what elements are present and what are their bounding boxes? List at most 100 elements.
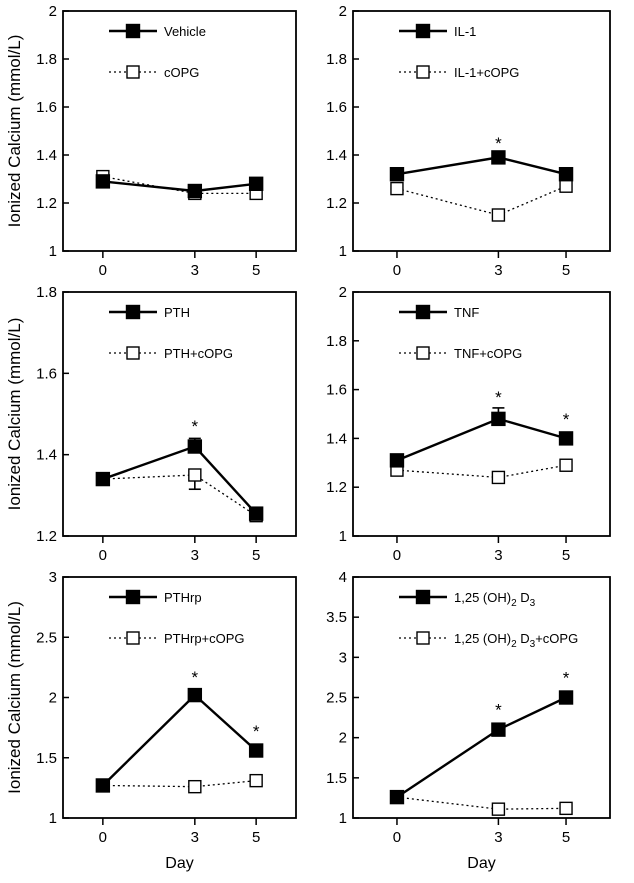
- filled-square-marker: [558, 431, 574, 446]
- series-line: [102, 445, 258, 515]
- x-tick-label: 3: [191, 547, 199, 564]
- filled-square-marker: [389, 789, 405, 805]
- legend-label: IL-1+cOPG: [454, 65, 519, 80]
- significance-star: *: [192, 417, 199, 436]
- significance-star: *: [563, 410, 570, 429]
- x-tick-label: 5: [252, 547, 260, 564]
- legend-entry: TNF+cOPG: [399, 346, 522, 361]
- y-tick-label: 1: [49, 243, 57, 260]
- y-tick-label: 1.6: [326, 99, 347, 116]
- y-tick-label: 1.8: [326, 333, 347, 350]
- filled-square-marker: [415, 23, 431, 39]
- x-tick-label: 0: [393, 547, 401, 564]
- plot-frame: [62, 10, 297, 252]
- y-tick-label: 1.4: [36, 147, 57, 164]
- series-treatment: [95, 687, 264, 793]
- series-copg: [390, 458, 573, 485]
- series-line: [102, 175, 257, 195]
- open-square-marker: [416, 346, 430, 360]
- open-square-marker: [559, 179, 573, 193]
- y-tick-label: 3.5: [326, 609, 347, 626]
- series-treatment: [389, 407, 574, 468]
- open-square-marker: [126, 65, 140, 79]
- series-line: [102, 693, 257, 787]
- filled-square-marker: [491, 411, 506, 427]
- x-tick-label: 3: [494, 262, 502, 279]
- y-tick-label: 1.6: [326, 382, 347, 399]
- legend-label: TNF+cOPG: [454, 346, 522, 361]
- x-axis-label: Day: [467, 855, 495, 872]
- y-tick-label: 2: [49, 3, 57, 20]
- x-tick-label: 0: [393, 829, 401, 846]
- legend-label: TNF: [454, 305, 479, 320]
- y-tick-label: 1.8: [326, 51, 347, 68]
- filled-square-marker: [558, 166, 574, 182]
- y-tick-label: 1.2: [326, 195, 347, 212]
- chart-panel-1: 1 1.2 1.4 1.6 1.8 2 0 3 5 Ionized Calcium (mmol/L…: [5, 3, 297, 279]
- filled-square-marker: [415, 304, 431, 320]
- y-tick-label: 2: [49, 690, 57, 707]
- legend-text-part: 2: [511, 598, 517, 609]
- legend-label: Vehicle: [164, 24, 206, 39]
- legend-text-part: 3: [530, 598, 536, 609]
- x-tick-label: 5: [562, 547, 570, 564]
- significance-star: *: [495, 388, 502, 407]
- series-line: [396, 156, 567, 176]
- filled-square-marker: [95, 174, 111, 189]
- chart-panel-4: 1 1.2 1.4 1.6 1.8 2 0 3 5 * * TNF TNF+cOPG: [326, 284, 611, 564]
- x-tick-label: 5: [252, 829, 260, 846]
- y-tick-label: 2: [339, 730, 347, 747]
- y-tick-label: 3: [339, 649, 347, 666]
- y-tick-label: 1.2: [326, 479, 347, 496]
- series-line: [396, 796, 567, 810]
- legend-label: PTH: [164, 305, 190, 320]
- filled-square-marker: [558, 690, 574, 705]
- filled-square-marker: [95, 471, 111, 487]
- open-square-marker: [491, 208, 506, 222]
- y-axis-label: Ionized Calcium (mmol/L): [5, 318, 24, 511]
- y-tick-label: 1: [339, 243, 347, 260]
- filled-square-marker: [248, 743, 264, 758]
- x-axis-label: Day: [165, 855, 193, 872]
- open-square-marker: [416, 65, 430, 79]
- legend-label: 1,25 (OH)2 D3+cOPG: [454, 631, 578, 650]
- x-tick-label: 3: [191, 829, 199, 846]
- plot-frame: [62, 291, 297, 537]
- legend-text-part: 1,25 (OH): [454, 590, 511, 605]
- legend-label: 1,25 (OH)2 D3: [454, 590, 536, 609]
- legend-text-part: +cOPG: [535, 631, 578, 646]
- legend-label: PTH+cOPG: [164, 346, 233, 361]
- x-tick-label: 5: [562, 829, 570, 846]
- open-square-marker: [416, 631, 430, 645]
- y-tick-label: 1.8: [36, 284, 57, 301]
- legend-entry: PTH+cOPG: [109, 346, 233, 361]
- legend-text-part: 2: [511, 639, 517, 650]
- chart-panel-2: 1 1.2 1.4 1.6 1.8 2 0 3 5 * IL-1 IL-1+cOPG: [326, 3, 611, 279]
- series-copg: [96, 468, 263, 523]
- legend-entry: PTHrp+cOPG: [109, 631, 245, 646]
- y-tick-label: 1: [49, 810, 57, 827]
- legend-entry: IL-1+cOPG: [399, 65, 519, 80]
- series-copg: [390, 179, 573, 222]
- legend-entry: 1,25 (OH)2 D3+cOPG: [399, 631, 578, 650]
- plot-frame: [352, 10, 611, 252]
- filled-square-marker: [125, 304, 141, 320]
- y-tick-label: 1.2: [36, 195, 57, 212]
- y-tick-label: 1: [339, 810, 347, 827]
- y-tick-label: 1.4: [36, 447, 57, 464]
- y-tick-label: 1.6: [36, 99, 57, 116]
- chart-panel-5: 1 1.5 2 2.5 3 0 3 5 Ionized Calcium (mmol/L) Day *…: [5, 569, 297, 872]
- y-tick-label: 1.2: [36, 528, 57, 545]
- significance-star: *: [563, 668, 570, 687]
- series-treatment: [95, 174, 264, 199]
- significance-star: *: [192, 668, 199, 687]
- filled-square-marker: [248, 506, 264, 521]
- legend-entry: Vehicle: [109, 23, 206, 39]
- legend-text-part: 3: [530, 639, 536, 650]
- y-tick-label: 1: [339, 528, 347, 545]
- filled-square-marker: [389, 453, 405, 468]
- x-tick-label: 3: [494, 829, 502, 846]
- y-tick-label: 2.5: [326, 690, 347, 707]
- x-tick-label: 5: [562, 262, 570, 279]
